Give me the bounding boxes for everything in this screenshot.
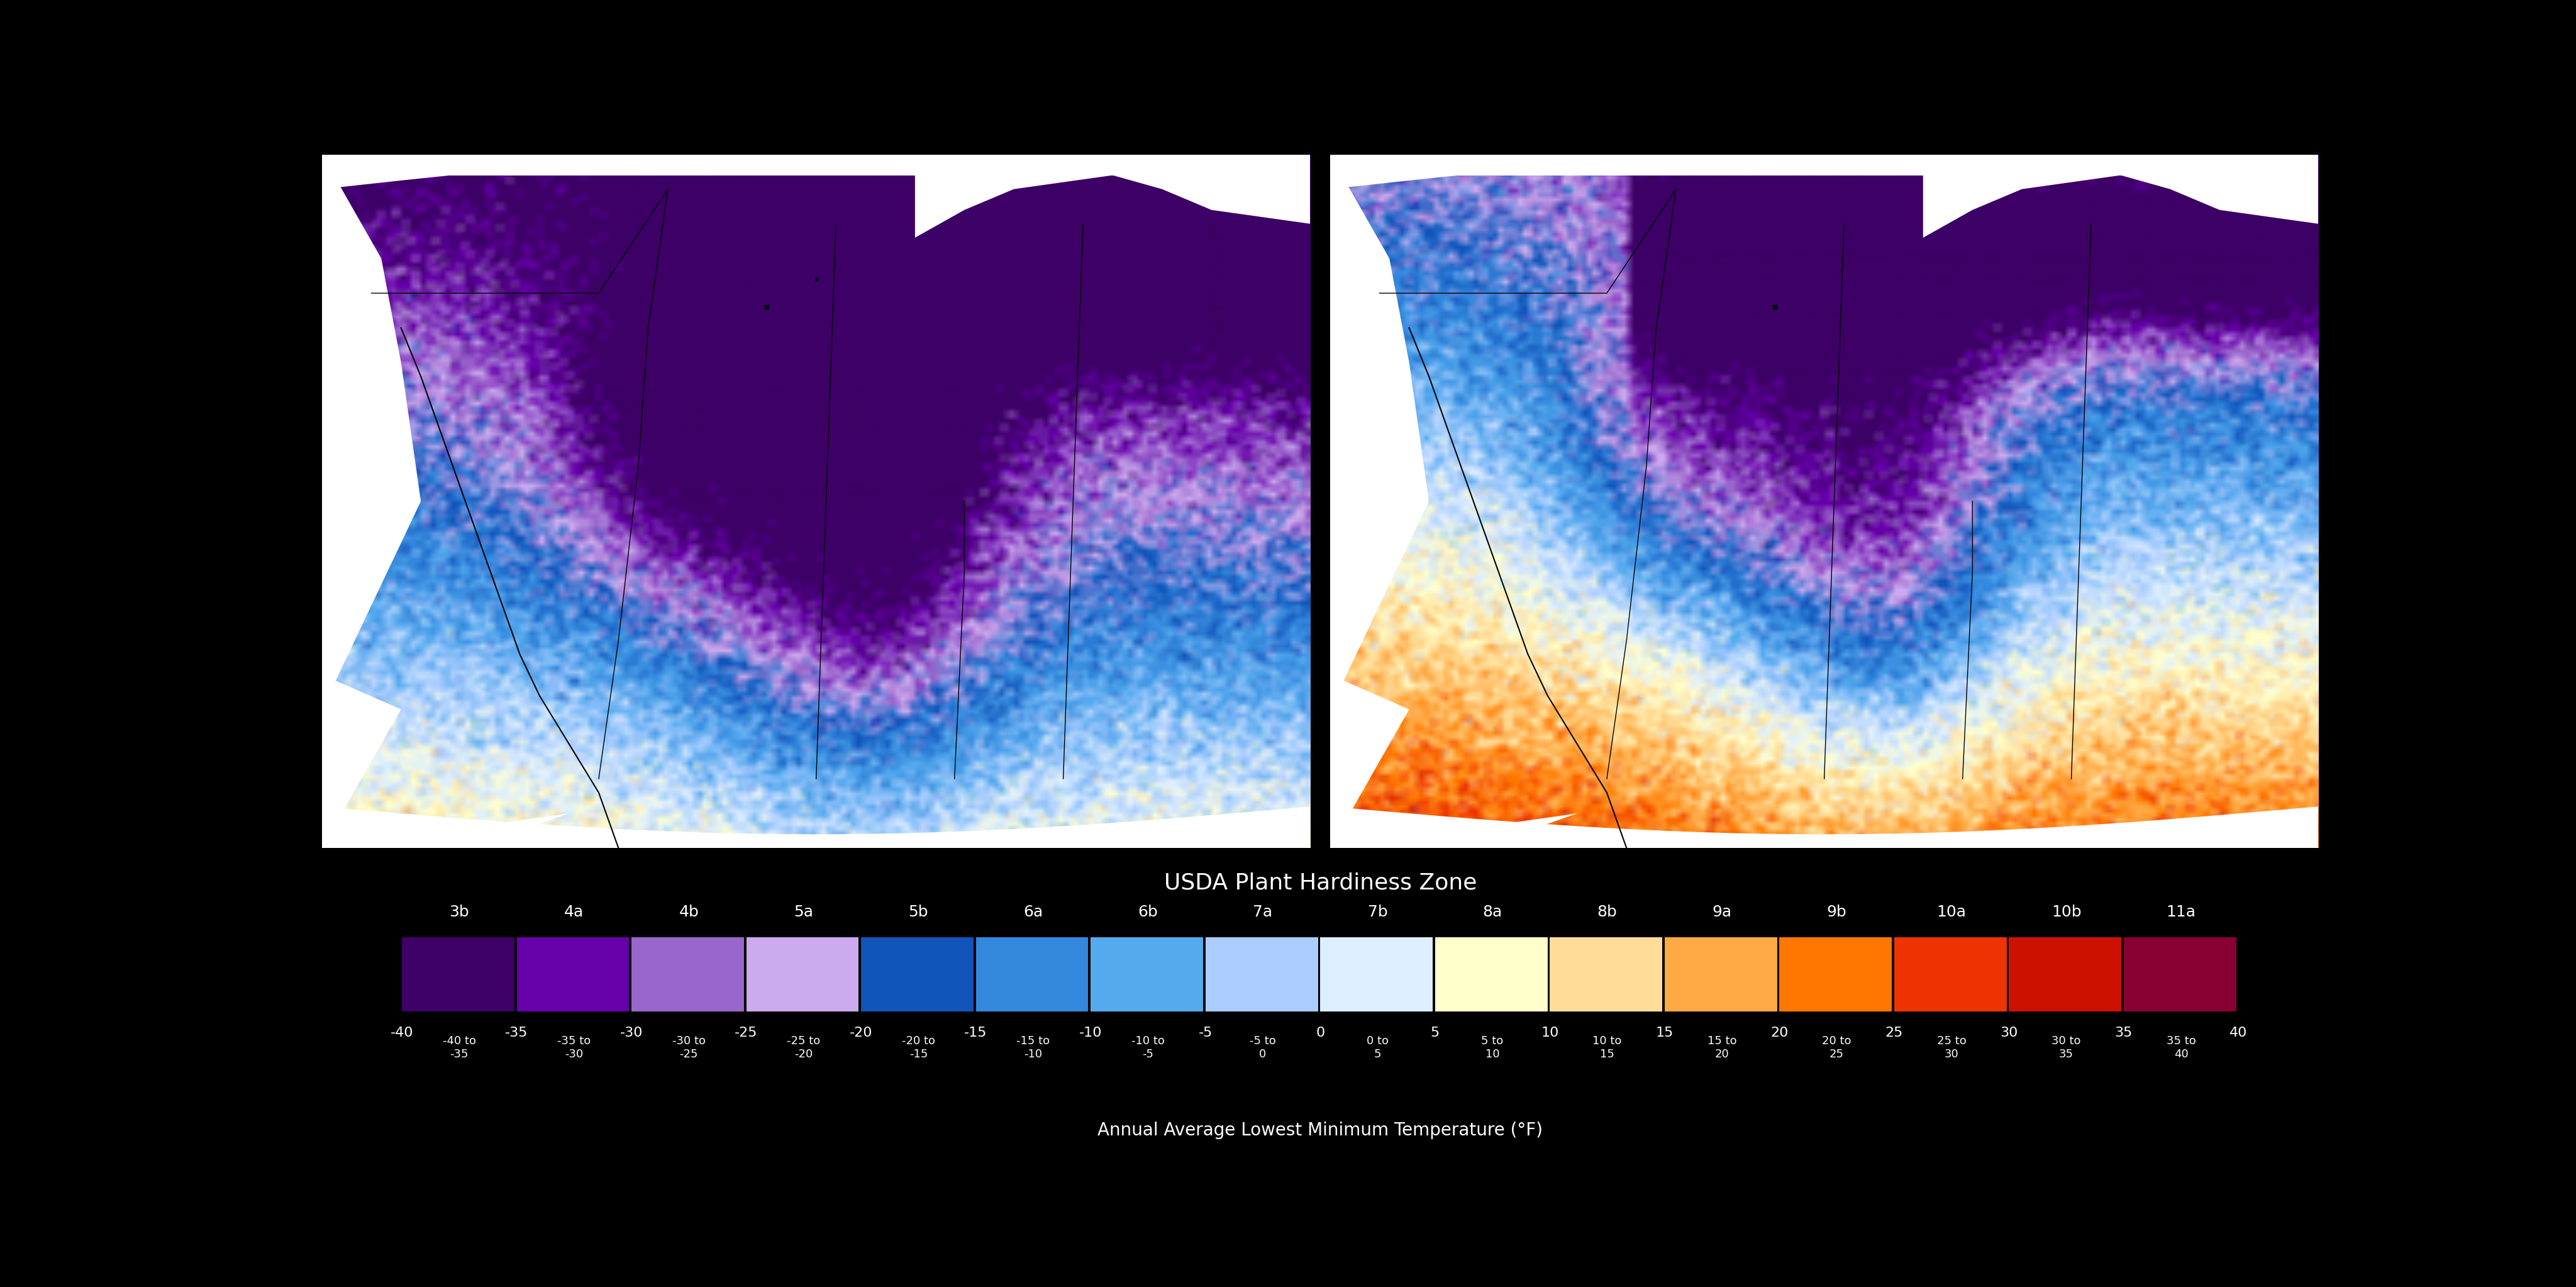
Polygon shape xyxy=(322,807,1311,848)
FancyBboxPatch shape xyxy=(1090,937,1203,1012)
Text: -40: -40 xyxy=(392,1027,412,1039)
FancyBboxPatch shape xyxy=(1664,937,1777,1012)
Text: 8b: 8b xyxy=(1597,905,1618,919)
Text: 0 to
5: 0 to 5 xyxy=(1368,1036,1388,1059)
Text: 5: 5 xyxy=(1430,1027,1440,1039)
Text: 30 to
35: 30 to 35 xyxy=(2050,1036,2081,1059)
Text: 4a: 4a xyxy=(564,905,585,919)
Text: 6b: 6b xyxy=(1139,905,1159,919)
FancyBboxPatch shape xyxy=(747,937,858,1012)
Text: 8a: 8a xyxy=(1484,905,1502,919)
Text: -40 to
-35: -40 to -35 xyxy=(443,1036,477,1059)
Text: 10b: 10b xyxy=(2050,905,2081,919)
Text: 7b: 7b xyxy=(1368,905,1388,919)
Text: 15: 15 xyxy=(1656,1027,1674,1039)
Polygon shape xyxy=(1329,674,1409,848)
Text: 4b: 4b xyxy=(680,905,698,919)
Text: -10: -10 xyxy=(1079,1027,1103,1039)
Text: 10a: 10a xyxy=(1937,905,1965,919)
Text: -25 to
-20: -25 to -20 xyxy=(786,1036,819,1059)
Polygon shape xyxy=(1924,154,2318,238)
FancyBboxPatch shape xyxy=(1893,937,2007,1012)
Text: -20: -20 xyxy=(850,1027,873,1039)
FancyBboxPatch shape xyxy=(402,937,515,1012)
Text: 5a: 5a xyxy=(793,905,814,919)
FancyBboxPatch shape xyxy=(1435,937,1548,1012)
Text: Annual Average Lowest Minimum Temperature (°F): Annual Average Lowest Minimum Temperatur… xyxy=(1097,1122,1543,1139)
Text: -20 to
-15: -20 to -15 xyxy=(902,1036,935,1059)
FancyBboxPatch shape xyxy=(2009,937,2123,1012)
Title: Historical (1976–2005): Historical (1976–2005) xyxy=(677,127,956,151)
Text: 5 to
10: 5 to 10 xyxy=(1481,1036,1504,1059)
Text: 30: 30 xyxy=(1999,1027,2017,1039)
Text: -5 to
0: -5 to 0 xyxy=(1249,1036,1275,1059)
Text: 25 to
30: 25 to 30 xyxy=(1937,1036,1965,1059)
Text: 5b: 5b xyxy=(909,905,927,919)
Text: 15 to
20: 15 to 20 xyxy=(1708,1036,1736,1059)
FancyBboxPatch shape xyxy=(631,937,744,1012)
Text: 20 to
25: 20 to 25 xyxy=(1821,1036,1852,1059)
Text: 10: 10 xyxy=(1540,1027,1558,1039)
Polygon shape xyxy=(322,674,402,848)
FancyBboxPatch shape xyxy=(860,937,974,1012)
Text: -35: -35 xyxy=(505,1027,528,1039)
Polygon shape xyxy=(1329,154,1430,709)
Text: 40: 40 xyxy=(2231,1027,2246,1039)
Text: -10 to
-5: -10 to -5 xyxy=(1131,1036,1164,1059)
Text: 11a: 11a xyxy=(2166,905,2195,919)
Polygon shape xyxy=(1329,154,2318,175)
Polygon shape xyxy=(1329,813,1577,848)
Text: -15: -15 xyxy=(963,1027,987,1039)
Polygon shape xyxy=(322,154,420,709)
Text: -35 to
-30: -35 to -30 xyxy=(556,1036,590,1059)
FancyBboxPatch shape xyxy=(1319,937,1432,1012)
Text: 25: 25 xyxy=(1886,1027,1904,1039)
Text: -30: -30 xyxy=(621,1027,644,1039)
FancyBboxPatch shape xyxy=(976,937,1087,1012)
Text: 9b: 9b xyxy=(1826,905,1847,919)
Polygon shape xyxy=(322,813,569,848)
FancyBboxPatch shape xyxy=(2123,937,2236,1012)
Polygon shape xyxy=(1329,807,2318,848)
Polygon shape xyxy=(322,154,1311,175)
Text: 35: 35 xyxy=(2115,1027,2133,1039)
Text: 10 to
15: 10 to 15 xyxy=(1592,1036,1623,1059)
Title: (RCP8.5; 2070–2099): (RCP8.5; 2070–2099) xyxy=(1695,127,1953,151)
FancyBboxPatch shape xyxy=(1206,937,1319,1012)
Polygon shape xyxy=(1329,154,2318,189)
Text: 3b: 3b xyxy=(448,905,469,919)
FancyBboxPatch shape xyxy=(1551,937,1662,1012)
Text: -15 to
-10: -15 to -10 xyxy=(1018,1036,1051,1059)
Polygon shape xyxy=(322,154,1311,189)
Text: 7a: 7a xyxy=(1252,905,1273,919)
FancyBboxPatch shape xyxy=(1780,937,1891,1012)
Text: 9a: 9a xyxy=(1713,905,1731,919)
Text: -30 to
-25: -30 to -25 xyxy=(672,1036,706,1059)
Polygon shape xyxy=(914,154,1311,238)
Text: 35 to
40: 35 to 40 xyxy=(2166,1036,2195,1059)
Text: -5: -5 xyxy=(1198,1027,1213,1039)
Text: 0: 0 xyxy=(1316,1027,1324,1039)
Text: USDA Plant Hardiness Zone: USDA Plant Hardiness Zone xyxy=(1164,871,1476,893)
Text: 6a: 6a xyxy=(1023,905,1043,919)
Text: 20: 20 xyxy=(1770,1027,1788,1039)
Text: -25: -25 xyxy=(734,1027,757,1039)
FancyBboxPatch shape xyxy=(518,937,629,1012)
